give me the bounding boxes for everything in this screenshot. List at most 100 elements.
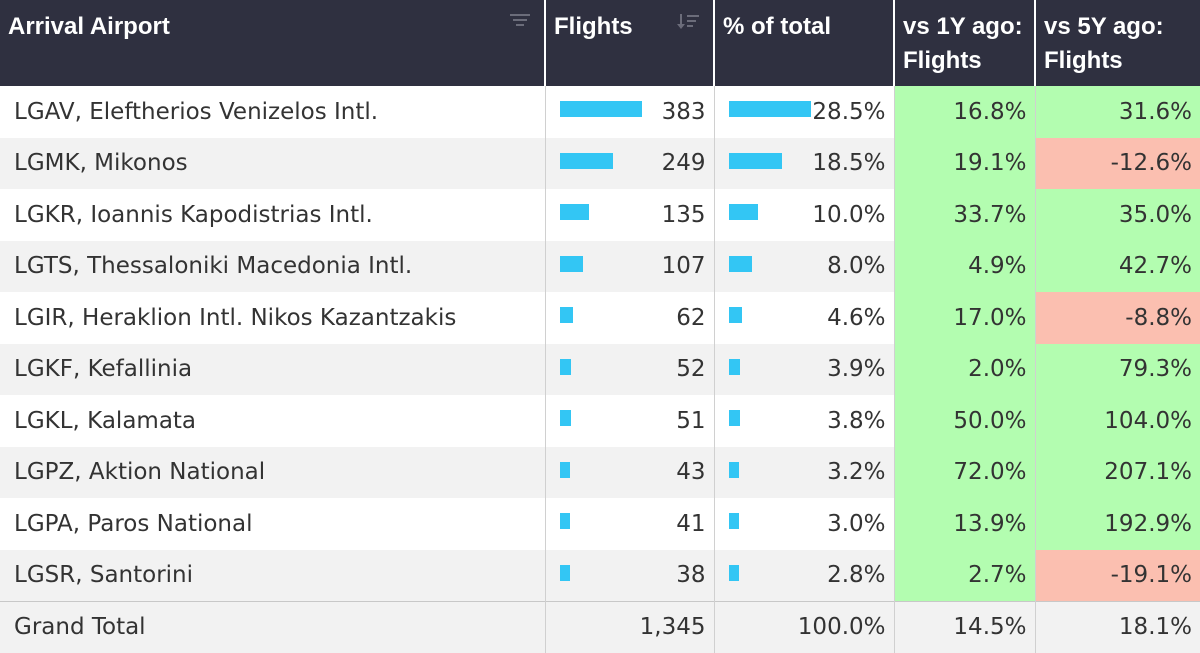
table-row[interactable]: LGAV, Eleftherios Venizelos Intl. 383 28.5… bbox=[0, 86, 1200, 138]
flights-bar bbox=[559, 410, 571, 426]
column-header-flights[interactable]: Flights bbox=[545, 0, 715, 86]
airport-cell: LGPZ, Aktion National bbox=[0, 446, 546, 498]
column-header-pct[interactable]: % of total bbox=[714, 0, 895, 86]
pct-bar bbox=[728, 152, 782, 169]
pct-bar bbox=[728, 101, 811, 117]
flights-cell: 52 bbox=[545, 343, 715, 395]
pct-value: 4.6% bbox=[827, 304, 886, 331]
pct-value: 18.5% bbox=[812, 150, 886, 177]
vs5y-cell: 42.7% bbox=[1035, 240, 1200, 292]
pct-cell: 2.8% bbox=[714, 549, 895, 601]
flights-cell: 38 bbox=[545, 549, 715, 601]
flights-bar bbox=[559, 307, 573, 323]
pct-bar bbox=[728, 461, 739, 478]
column-header-vs1y[interactable]: vs 1Y ago: Flights bbox=[894, 0, 1036, 86]
table-row[interactable]: LGKF, Kefallinia 52 3.9% 2.0% 79.3% bbox=[0, 343, 1200, 395]
grand-total-vs1y: 14.5% bbox=[894, 600, 1036, 653]
grand-total-flights: 1,345 bbox=[545, 600, 715, 653]
grand-total-row: Grand Total 1,345 100.0% 14.5% 18.1% bbox=[0, 600, 1200, 653]
vs5y-cell: 35.0% bbox=[1035, 189, 1200, 241]
pct-cell: 3.9% bbox=[714, 343, 895, 395]
vs1y-cell: 2.0% bbox=[894, 343, 1036, 395]
pct-bar bbox=[728, 513, 739, 529]
sort-descending-icon[interactable] bbox=[677, 12, 701, 32]
flights-bar bbox=[559, 513, 570, 529]
vs5y-cell: -12.6% bbox=[1035, 137, 1200, 189]
column-header-pct-label: % of total bbox=[723, 13, 831, 40]
column-header-flights-label: Flights bbox=[554, 13, 633, 40]
vs1y-cell: 16.8% bbox=[894, 86, 1036, 138]
flights-bar bbox=[559, 101, 642, 117]
table-row[interactable]: LGMK, Mikonos 249 18.5% 19.1% -12.6% bbox=[0, 137, 1200, 189]
flights-bar bbox=[559, 358, 571, 375]
table-row[interactable]: LGSR, Santorini 38 2.8% 2.7% -19.1% bbox=[0, 549, 1200, 601]
flights-cell: 51 bbox=[545, 395, 715, 447]
pct-cell: 3.8% bbox=[714, 395, 895, 447]
pct-value: 3.2% bbox=[827, 459, 886, 486]
pct-value: 8.0% bbox=[827, 253, 886, 280]
flights-value: 383 bbox=[661, 98, 706, 125]
header-row: Arrival Airport Flights % of tot bbox=[0, 0, 1200, 86]
pct-bar bbox=[728, 358, 740, 375]
column-header-vs5y-line2: Flights bbox=[1044, 47, 1123, 74]
vs5y-cell: -19.1% bbox=[1035, 549, 1200, 601]
table-row[interactable]: LGKL, Kalamata 51 3.8% 50.0% 104.0% bbox=[0, 395, 1200, 447]
pct-value: 2.8% bbox=[827, 562, 886, 588]
vs1y-cell: 13.9% bbox=[894, 498, 1036, 550]
column-header-airport[interactable]: Arrival Airport bbox=[0, 0, 546, 86]
pct-value: 3.0% bbox=[827, 510, 886, 537]
airport-cell: LGSR, Santorini bbox=[0, 549, 546, 601]
table-row[interactable]: LGKR, Ioannis Kapodistrias Intl. 135 10.0%… bbox=[0, 189, 1200, 241]
column-header-airport-label: Arrival Airport bbox=[8, 13, 170, 40]
airport-cell: LGMK, Mikonos bbox=[0, 137, 546, 189]
pct-cell: 8.0% bbox=[714, 240, 895, 292]
pct-value: 3.9% bbox=[827, 356, 886, 383]
airport-cell: LGAV, Eleftherios Venizelos Intl. bbox=[0, 86, 546, 138]
table-body: LGAV, Eleftherios Venizelos Intl. 383 28.5… bbox=[0, 86, 1200, 653]
pct-cell: 28.5% bbox=[714, 86, 895, 138]
flights-bar bbox=[559, 564, 570, 581]
flights-value: 249 bbox=[661, 150, 706, 177]
vs1y-cell: 4.9% bbox=[894, 240, 1036, 292]
flights-value: 135 bbox=[661, 201, 706, 228]
airport-cell: LGKF, Kefallinia bbox=[0, 343, 546, 395]
column-header-vs5y[interactable]: vs 5Y ago: Flights bbox=[1035, 0, 1200, 86]
pct-value: 28.5% bbox=[812, 98, 886, 125]
vs1y-cell: 50.0% bbox=[894, 395, 1036, 447]
flights-bar bbox=[559, 461, 570, 478]
pct-cell: 4.6% bbox=[714, 292, 895, 344]
flights-bar bbox=[559, 255, 583, 272]
vs1y-cell: 19.1% bbox=[894, 137, 1036, 189]
filter-sort-icon[interactable] bbox=[508, 12, 532, 32]
pct-cell: 10.0% bbox=[714, 189, 895, 241]
flights-cell: 107 bbox=[545, 240, 715, 292]
flights-value: 52 bbox=[676, 356, 706, 383]
pct-cell: 3.2% bbox=[714, 446, 895, 498]
vs5y-cell: 79.3% bbox=[1035, 343, 1200, 395]
vs5y-cell: 207.1% bbox=[1035, 446, 1200, 498]
table-row[interactable]: LGIR, Heraklion Intl. Nikos Kazantzakis 6… bbox=[0, 292, 1200, 344]
flights-value: 107 bbox=[661, 253, 706, 280]
vs1y-cell: 2.7% bbox=[894, 549, 1036, 601]
pct-bar bbox=[728, 255, 752, 272]
pct-cell: 3.0% bbox=[714, 498, 895, 550]
airport-cell: LGIR, Heraklion Intl. Nikos Kazantzakis bbox=[0, 292, 546, 344]
vs5y-cell: 104.0% bbox=[1035, 395, 1200, 447]
vs1y-cell: 72.0% bbox=[894, 446, 1036, 498]
flights-bar bbox=[559, 204, 589, 220]
table-row[interactable]: LGPA, Paros National 41 3.0% 13.9% 192.9% bbox=[0, 498, 1200, 550]
vs1y-cell: 17.0% bbox=[894, 292, 1036, 344]
pct-bar bbox=[728, 564, 739, 581]
vs1y-cell: 33.7% bbox=[894, 189, 1036, 241]
flights-cell: 41 bbox=[545, 498, 715, 550]
flights-cell: 249 bbox=[545, 137, 715, 189]
table-row[interactable]: LGPZ, Aktion National 43 3.2% 72.0% 207.1% bbox=[0, 446, 1200, 498]
vs5y-cell: 192.9% bbox=[1035, 498, 1200, 550]
table-row[interactable]: LGTS, Thessaloniki Macedonia Intl. 107 8.0… bbox=[0, 240, 1200, 292]
flights-cell: 62 bbox=[545, 292, 715, 344]
pct-value: 10.0% bbox=[812, 201, 886, 228]
pct-bar bbox=[728, 410, 740, 426]
flights-cell: 135 bbox=[545, 189, 715, 241]
column-header-vs5y-line1: vs 5Y ago: bbox=[1044, 13, 1164, 40]
